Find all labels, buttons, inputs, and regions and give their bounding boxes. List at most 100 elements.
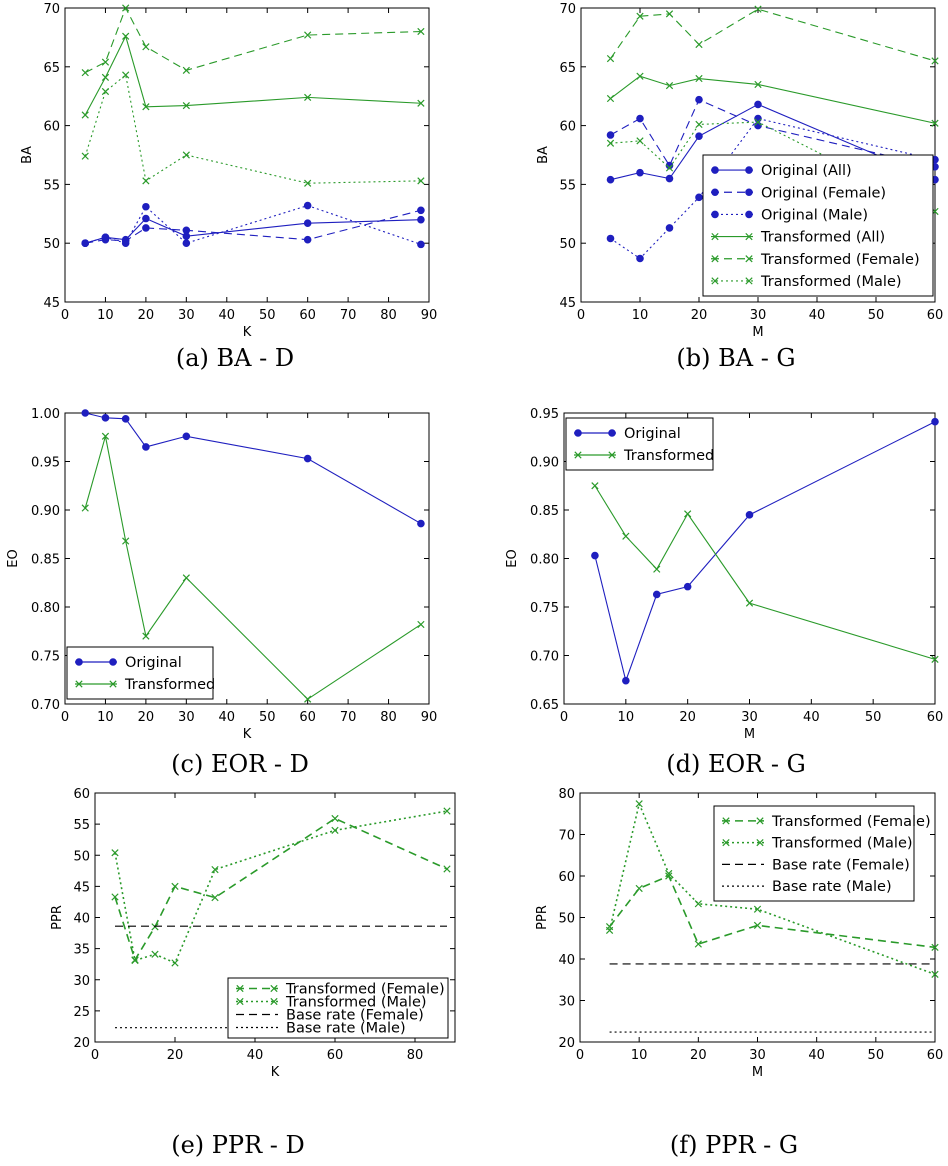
x-tick-label: 20	[167, 1048, 184, 1063]
data-point	[606, 139, 615, 147]
data-point	[652, 590, 661, 599]
legend-label: Transformed (Female)	[771, 814, 931, 830]
y-tick-label: 70	[559, 2, 576, 17]
data-point	[303, 454, 312, 463]
data-point	[754, 100, 762, 109]
data-point	[142, 202, 150, 211]
x-tick-label: 40	[803, 710, 820, 725]
y-tick-label: 0.85	[31, 553, 60, 568]
data-point	[142, 177, 150, 185]
y-tick-label: 30	[558, 995, 575, 1010]
data-point	[606, 131, 615, 139]
series-line	[85, 204, 422, 245]
panel-eor-g: 0 10 20 30 40 50 60 0.65 0.70 0.75 0.80 0.85 0.90 0.9…	[505, 407, 943, 742]
data-point	[122, 71, 130, 79]
legend-marker	[236, 997, 244, 1006]
data-point	[182, 574, 190, 582]
x-tick-label: 50	[259, 308, 276, 323]
caption-eor-d: (c) EOR - D	[171, 750, 309, 778]
legend-label: Base rate (Male)	[286, 1021, 406, 1037]
data-point	[636, 72, 644, 80]
data-point	[695, 120, 703, 129]
x-tick-label: 20	[679, 710, 696, 725]
y-tick-label: 0.75	[530, 601, 559, 616]
data-point	[695, 193, 703, 202]
legend-label: Transformed	[623, 448, 714, 464]
legend-label: Transformed	[124, 677, 215, 693]
x-tick-label: 90	[421, 710, 438, 725]
y-tick-label: 50	[558, 912, 575, 927]
y-tick-label: 70	[558, 829, 575, 844]
x-tick-label: 0	[61, 710, 69, 725]
data-point	[142, 103, 150, 111]
series-line	[610, 103, 936, 181]
x-tick-label: 20	[691, 308, 708, 323]
series-line	[114, 817, 448, 962]
y-tick-label: 0.70	[31, 698, 60, 713]
x-tick-label: 40	[219, 710, 236, 725]
x-tick-label: 60	[327, 1048, 344, 1063]
legend-marker	[270, 984, 278, 993]
data-point	[754, 114, 762, 123]
y-tick-label: 20	[73, 1036, 90, 1051]
data-point	[101, 87, 110, 96]
legend-marker	[745, 166, 753, 174]
caption-eor-g: (d) EOR - G	[666, 750, 806, 778]
data-point	[754, 5, 762, 13]
data-point	[683, 582, 692, 591]
data-point	[695, 132, 703, 140]
series-line	[608, 801, 936, 976]
data-point	[665, 174, 674, 183]
legend-marker	[574, 429, 582, 437]
data-point	[81, 239, 90, 247]
x-axis-label: K	[243, 727, 252, 742]
legend-box	[702, 154, 934, 297]
data-point	[745, 599, 754, 607]
legend-marker	[745, 210, 753, 219]
series-line	[84, 74, 421, 184]
data-point	[745, 511, 754, 519]
legend-label: Original (Male)	[761, 207, 868, 223]
x-tick-label: 90	[421, 308, 438, 323]
data-point	[182, 239, 191, 247]
data-point	[694, 940, 702, 948]
x-tick-label: 60	[299, 710, 316, 725]
y-tick-label: 50	[559, 237, 576, 252]
panel-ppr-d: 0 20 40 60 80202530354045505560KPPRTransform…	[50, 787, 456, 1080]
x-tick-label: 40	[219, 308, 236, 323]
y-tick-label: 60	[558, 870, 575, 885]
x-tick-label: 30	[178, 710, 195, 725]
data-point	[931, 119, 939, 127]
data-point	[121, 415, 130, 423]
legend-marker	[711, 232, 719, 241]
caption-ppr-d: (e) PPR - D	[171, 1131, 305, 1159]
data-point	[304, 695, 312, 703]
data-point	[606, 54, 615, 63]
legend-marker	[574, 451, 582, 459]
x-tick-label: 40	[808, 1048, 825, 1063]
x-tick-label: 10	[618, 710, 635, 725]
x-tick-label: 10	[97, 710, 114, 725]
data-point	[142, 443, 150, 451]
y-axis-label: EO	[6, 549, 21, 567]
legend-marker	[756, 839, 764, 847]
data-point	[111, 849, 119, 857]
data-point	[151, 923, 159, 931]
legend-marker	[722, 817, 730, 825]
data-point	[142, 224, 150, 232]
y-tick-label: 1.00	[31, 407, 60, 422]
data-point	[182, 66, 190, 74]
data-point	[122, 4, 130, 12]
data-point	[754, 80, 762, 89]
legend-marker	[756, 817, 764, 825]
x-axis-label: M	[744, 727, 755, 742]
y-tick-label: 55	[43, 178, 60, 193]
caption-ppr-g: (f) PPR - G	[670, 1131, 798, 1159]
data-point	[417, 177, 425, 185]
panel-ba-d: 0 10 20 30 40 50 60 70 80 90 45 50 55 60 65 70 K BA	[20, 2, 437, 340]
y-tick-label: 70	[43, 2, 60, 17]
series-line	[84, 6, 421, 74]
series-line	[610, 99, 936, 168]
y-tick-label: 0.65	[530, 698, 559, 713]
legend-label: Transformed (All)	[760, 230, 885, 246]
